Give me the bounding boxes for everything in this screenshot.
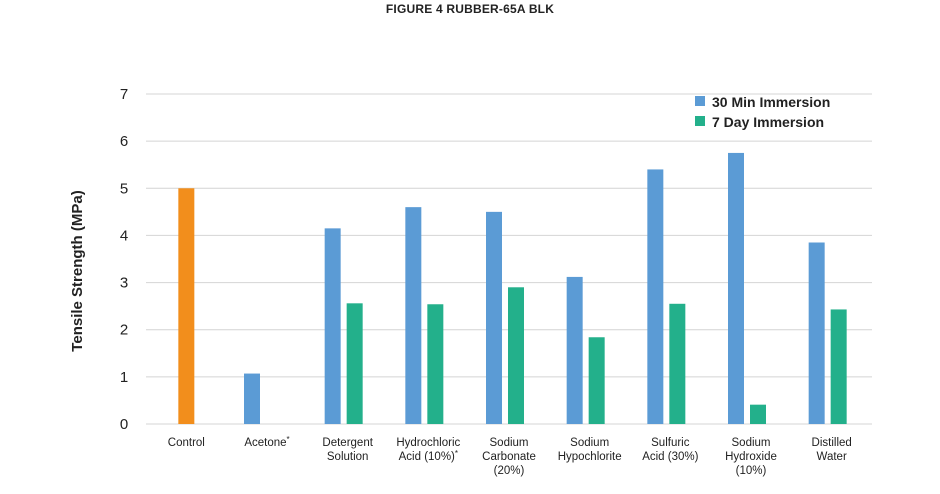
bar-7day-5: [588, 337, 605, 424]
legend: 30 Min Immersion 7 Day Immersion: [695, 94, 830, 130]
bar-7day-4: [508, 287, 524, 424]
x-category-label: Sodium Hypochlorite: [558, 437, 622, 463]
y-tick-label: 1: [120, 369, 128, 386]
legend-label-7day: 7 Day Immersion: [712, 114, 824, 130]
y-tick-label: 2: [120, 322, 128, 339]
x-category-label: Detergent Solution: [322, 437, 373, 463]
bar-30min-5: [566, 276, 583, 424]
y-axis-title: Tensile Strength (MPa): [69, 190, 86, 351]
y-tick-label: 0: [120, 416, 128, 433]
bar-control: [178, 188, 195, 424]
y-axis-ticks: 0 1 2 3 4 5 6 7: [120, 86, 128, 433]
bar-30min-8: [808, 242, 825, 424]
legend-label-30min: 30 Min Immersion: [712, 94, 830, 110]
bar-7day-2: [346, 303, 363, 424]
bar-30min-4: [486, 211, 502, 424]
y-tick-label: 7: [120, 86, 128, 103]
legend-swatch-30min: [695, 96, 705, 106]
bar-30min-1: [244, 373, 260, 424]
x-category-label: Hydrochloric Acid (10%)*: [396, 437, 460, 463]
x-category-label: Sodium Hydroxide (10%): [725, 437, 777, 477]
chart-title: FIGURE 4 RUBBER-65A BLK: [385, 2, 555, 16]
bar-30min-7: [728, 152, 744, 424]
bar-7day-7: [750, 404, 766, 424]
bar-30min-6: [647, 169, 664, 424]
bar-7day-8: [830, 309, 847, 424]
y-tick-label: 3: [120, 275, 128, 292]
y-tick-label: 5: [120, 180, 128, 197]
x-category-label: Sodium Carbonate (20%): [482, 437, 536, 477]
bar-30min-3: [405, 207, 422, 424]
bars: [178, 152, 847, 424]
bar-30min-2: [324, 228, 341, 424]
category-labels: Control Acetone* Detergent Solution Hydrochl…: [168, 435, 852, 478]
x-category-label: Acetone*: [244, 435, 289, 450]
x-category-label: Sulfuric Acid (30%): [642, 437, 698, 463]
legend-swatch-7day: [695, 116, 705, 126]
x-category-label: Distilled Water: [812, 437, 852, 463]
bar-7day-3: [427, 304, 444, 424]
y-tick-label: 6: [120, 133, 128, 150]
bar-7day-6: [669, 303, 686, 424]
x-category-label: Control: [168, 437, 205, 449]
y-tick-label: 4: [120, 227, 128, 244]
